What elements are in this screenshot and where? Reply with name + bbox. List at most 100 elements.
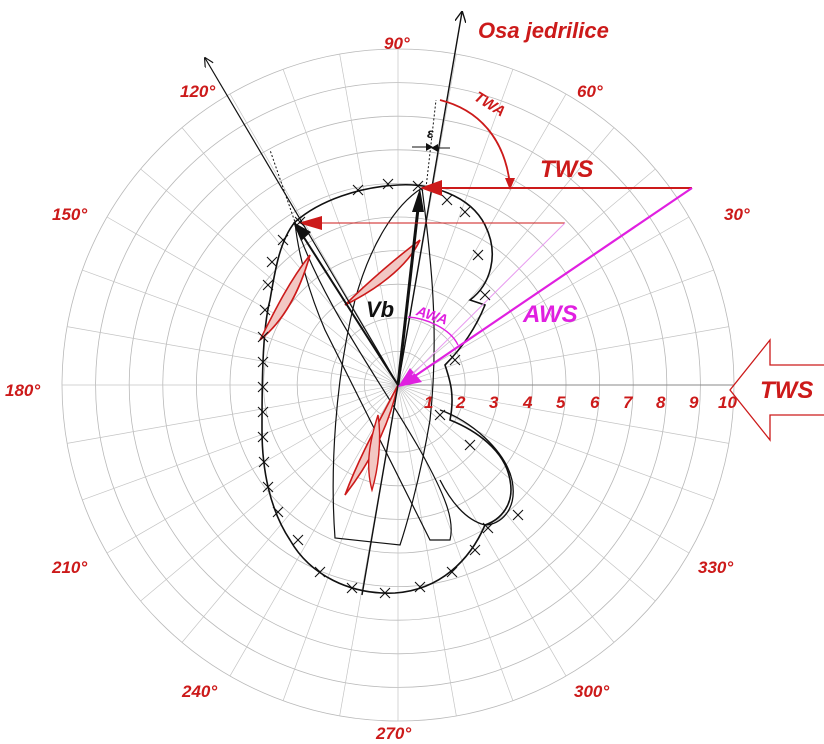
curve-marker [277, 234, 289, 246]
grid-ray-160 [82, 269, 399, 386]
curve-marker [257, 331, 269, 343]
vb-label: Vb [366, 297, 394, 322]
angle-label-270: 270° [375, 724, 411, 743]
curve-marker [294, 216, 306, 228]
curve-marker [258, 456, 270, 468]
grid-ray-340 [397, 384, 714, 501]
curve-marker [469, 544, 481, 556]
aws-label: AWS [522, 301, 578, 328]
tws-arrowhead-upwind [420, 180, 442, 196]
grid-ray-30 [397, 216, 690, 386]
speed-label-6: 6 [590, 393, 600, 412]
curve-marker [482, 522, 494, 534]
grid-ray-200 [82, 384, 399, 501]
grid-ray-290 [397, 384, 514, 701]
boat-outline-upwind [332, 186, 435, 546]
angle-label-330: 330° [698, 558, 733, 577]
curve-marker [414, 581, 426, 593]
curve-marker [472, 249, 484, 261]
curve-marker [262, 279, 274, 291]
angle-label-120: 120° [180, 82, 215, 101]
curve-marker [292, 534, 304, 546]
curve-marker [346, 582, 358, 594]
boat-axis-line [361, 12, 462, 596]
vb-arrowhead-upwind [412, 188, 424, 212]
speed-label-3: 3 [489, 393, 499, 412]
angle-label-90: 90° [384, 34, 410, 53]
curve-marker [434, 409, 446, 421]
speed-label-7: 7 [623, 393, 634, 412]
grid-ray-320 [397, 384, 656, 602]
vb-vector-upwind [396, 199, 421, 386]
speed-label-4: 4 [522, 393, 533, 412]
angle-label-60: 60° [577, 82, 603, 101]
grid-ray-100 [339, 54, 399, 386]
curve-markers [257, 178, 524, 599]
curve-marker [352, 184, 364, 196]
epsilon-arrowhead-left [426, 143, 433, 151]
speed-label-10: 10 [718, 393, 737, 412]
grid-ray-140 [140, 168, 399, 386]
reach-axis-line [205, 58, 399, 386]
grid-ray-240 [229, 384, 399, 677]
grid-ray-70 [397, 69, 514, 386]
curve-marker [379, 587, 391, 599]
angle-label-300: 300° [574, 682, 609, 701]
curve-marker [272, 506, 284, 518]
twa-arc [439, 99, 511, 186]
grid-ray-210 [106, 384, 399, 554]
speed-label-1: 1 [424, 393, 433, 412]
wind-direction-arrow [729, 338, 824, 442]
angle-label-240: 240° [181, 682, 217, 701]
grid-ray-230 [181, 384, 399, 643]
curve-marker [257, 406, 269, 418]
grid-ray-110 [282, 69, 399, 386]
curve-marker [262, 481, 274, 493]
tws-arrowhead-reach [298, 216, 322, 230]
tws-top-label: TWS [540, 156, 593, 183]
reach-axis-dotted [269, 149, 297, 226]
sail-lower [367, 414, 381, 493]
aws-vector-upwind [411, 187, 693, 379]
speed-label-9: 9 [689, 393, 699, 412]
epsilon-arrowhead-right [431, 144, 438, 152]
epsilon-label: ε [427, 125, 434, 141]
axis-title: Osa jedrilice [478, 18, 609, 43]
speed-label-8: 8 [656, 393, 666, 412]
curve-marker [314, 566, 326, 578]
epsilon-dotted [425, 99, 437, 189]
grid-ray-280 [397, 384, 457, 716]
grid-ray-150 [106, 216, 399, 386]
angle-label-210: 210° [51, 558, 87, 577]
grid-ray-350 [397, 384, 729, 444]
angle-label-30: 30° [724, 205, 750, 224]
curve-marker [257, 356, 269, 368]
angle-label-150: 150° [52, 205, 87, 224]
speed-label-2: 2 [455, 393, 466, 412]
curve-marker [479, 289, 491, 301]
angle-label-180: 180° [5, 381, 40, 400]
grid-ray-40 [397, 168, 656, 386]
grid-ray-190 [67, 384, 399, 444]
sail-reach-top [259, 254, 311, 341]
curve-marker [441, 194, 453, 206]
speed-scale: 1 2 3 4 5 6 7 8 9 10 [424, 393, 737, 412]
curve-marker [512, 509, 524, 521]
curve-marker [449, 354, 461, 366]
curve-marker [446, 566, 458, 578]
curve-marker [257, 381, 269, 393]
vb-vector-reach [302, 235, 399, 386]
vb-arrowhead-reach [293, 222, 311, 241]
grid-ray-130 [181, 127, 399, 386]
boat-outline-reach [294, 221, 452, 541]
awa-arc [407, 316, 459, 346]
curve-marker [459, 206, 471, 218]
curve-marker [259, 304, 271, 316]
curve-marker [382, 178, 394, 190]
awa-label: AWA [414, 302, 450, 327]
aws-arrowhead [398, 368, 422, 387]
tws-right-label: TWS [760, 377, 813, 404]
grid-ray-60 [397, 93, 567, 386]
grid-ray-20 [397, 269, 714, 386]
